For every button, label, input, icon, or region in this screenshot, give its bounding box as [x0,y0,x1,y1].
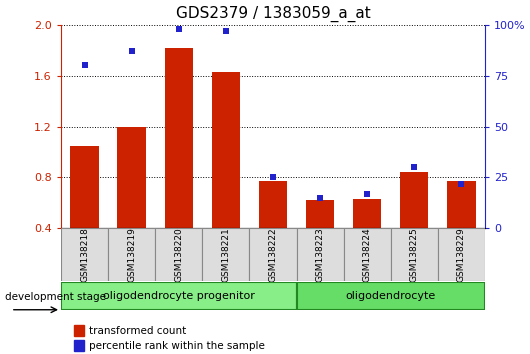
Bar [296,282,485,310]
Bar [61,282,296,310]
Bar [74,340,84,352]
Text: transformed count: transformed count [89,326,186,336]
Point [174,26,183,32]
Bar [438,228,485,281]
Bar [306,200,334,228]
Bar [74,325,84,336]
Point [316,195,324,201]
Bar [118,127,146,228]
Text: GSM138229: GSM138229 [457,228,466,282]
Bar [165,48,193,228]
Text: GSM138220: GSM138220 [174,228,183,282]
Bar [353,199,381,228]
Bar [211,72,240,228]
Text: oligodendrocyte: oligodendrocyte [346,291,436,301]
Bar [61,228,108,281]
Text: GSM138223: GSM138223 [315,228,324,282]
Title: GDS2379 / 1383059_a_at: GDS2379 / 1383059_a_at [175,6,370,22]
Text: GSM138222: GSM138222 [269,228,277,282]
Text: development stage: development stage [5,292,107,302]
Text: GSM138219: GSM138219 [127,227,136,282]
Text: percentile rank within the sample: percentile rank within the sample [89,341,264,351]
Bar [296,228,343,281]
Bar [108,228,155,281]
Bar [70,145,99,228]
Bar [155,228,202,281]
Point [269,175,277,180]
Point [457,181,466,186]
Bar [250,228,296,281]
Bar [202,228,250,281]
Point [80,63,89,68]
Bar [447,181,475,228]
Point [363,191,372,196]
Point [222,28,230,34]
Point [127,48,136,54]
Text: GSM138225: GSM138225 [410,228,419,282]
Text: GSM138224: GSM138224 [363,228,372,282]
Text: oligodendrocyte progenitor: oligodendrocyte progenitor [103,291,255,301]
Bar [391,228,438,281]
Bar [400,172,428,228]
Point [410,164,419,170]
Text: GSM138221: GSM138221 [222,228,231,282]
Bar [343,228,391,281]
Text: GSM138218: GSM138218 [80,227,89,282]
Bar [259,181,287,228]
